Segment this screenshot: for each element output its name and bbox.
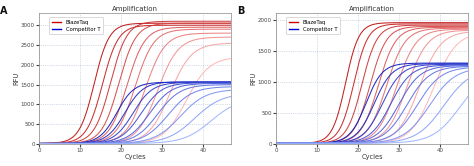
Y-axis label: RFU: RFU — [13, 72, 19, 85]
X-axis label: Cycles: Cycles — [361, 154, 383, 161]
Title: Amplification: Amplification — [349, 5, 395, 12]
Text: B: B — [237, 5, 245, 15]
Title: Amplification: Amplification — [112, 5, 158, 12]
Legend: BlazeTaq, Competitor T: BlazeTaq, Competitor T — [49, 17, 103, 34]
Text: A: A — [0, 5, 8, 15]
Legend: BlazeTaq, Competitor T: BlazeTaq, Competitor T — [286, 17, 340, 34]
Y-axis label: RFU: RFU — [250, 72, 256, 85]
X-axis label: Cycles: Cycles — [124, 154, 146, 161]
